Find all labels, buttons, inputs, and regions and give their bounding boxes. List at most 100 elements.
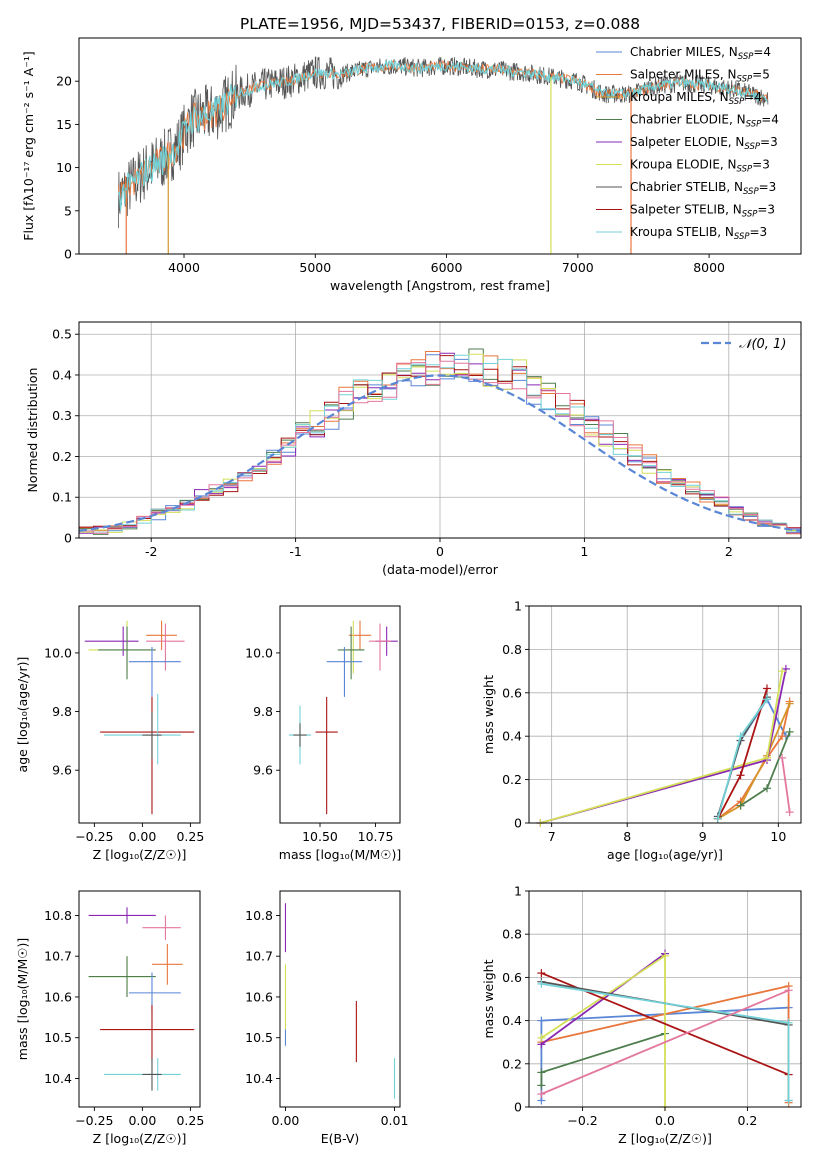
mass-weight-vs-metallicity-xtick-label: 0.0 <box>655 1113 675 1128</box>
legend-label: Kroupa ELODIE, NSSP=3 <box>630 158 770 175</box>
mass-vs-metallicity-ytick-label: 10.5 <box>44 1030 72 1045</box>
mass-vs-metallicity-ytick-label: 10.7 <box>44 949 72 964</box>
spectrum-frame <box>78 37 802 255</box>
mass-vs-ebv-ytick-label: 10.7 <box>245 949 273 964</box>
mass-vs-ebv-xlabel: E(B-V) <box>321 1131 360 1146</box>
mass-weight-vs-metallicity-ytick-label: 0 <box>514 1100 522 1115</box>
spectrum-xtick-label: 7000 <box>562 260 594 275</box>
axes-layer <box>75 37 802 1111</box>
age-vs-mass-xlabel: mass [log₁₀(M/M☉)] <box>279 847 401 862</box>
legend-label: Salpeter ELODIE, NSSP=3 <box>630 135 778 152</box>
residual-histogram-ylabel: Normed distribution <box>25 368 40 493</box>
legend-label: Chabrier MILES, NSSP=4 <box>630 45 771 62</box>
spectrum-ytick-label: 10 <box>56 160 72 175</box>
age-vs-mass-ytick-label: 9.8 <box>253 704 273 719</box>
legend-label: Chabrier ELODIE, NSSP=4 <box>630 113 779 130</box>
mass-vs-metallicity-ylabel: mass [log₁₀(M/M☉)] <box>15 938 30 1060</box>
mass-weight-vs-metallicity-line-pink <box>541 989 789 1095</box>
mass-vs-metallicity-xtick-label: −0.25 <box>75 1113 113 1128</box>
mass-weight-vs-age-ytick-label: 0.6 <box>502 685 522 700</box>
mass-weight-vs-age-xtick-label: 8 <box>623 829 631 844</box>
spectrum-xtick-label: 5000 <box>299 260 331 275</box>
mass-vs-ebv-ytick-label: 10.4 <box>245 1071 273 1086</box>
mass-weight-vs-metallicity-ytick-label: 0.8 <box>502 927 522 942</box>
spectrum-ytick-label: 5 <box>64 203 72 218</box>
mass-vs-ebv-ytick-label: 10.8 <box>245 908 273 923</box>
mass-weight-vs-age-line-pink <box>781 757 791 813</box>
age-vs-metallicity-ytick-label: 10.0 <box>44 645 72 660</box>
legend-label: Salpeter STELIB, NSSP=3 <box>630 203 775 220</box>
mass-vs-metallicity-ytick-label: 10.6 <box>44 989 72 1004</box>
mass-weight-vs-age-ytick-label: 0.2 <box>502 772 522 787</box>
age-vs-metallicity-xtick-label: −0.25 <box>75 829 113 844</box>
spectrum-xtick-label: 4000 <box>168 260 200 275</box>
age-vs-mass-ytick-label: 10.0 <box>245 645 273 660</box>
spectrum-xlabel: wavelength [Angstrom, rest frame] <box>330 278 550 293</box>
mass-weight-vs-metallicity-ylabel: mass weight <box>481 959 496 1038</box>
spectrum-ytick-label: 15 <box>56 117 72 132</box>
mass-vs-ebv-ytick-label: 10.6 <box>245 989 273 1004</box>
age-vs-metallicity-ytick-label: 9.6 <box>52 763 72 778</box>
age-vs-metallicity-xtick-label: 0.00 <box>128 829 156 844</box>
mass-weight-vs-age-ytick-label: 1 <box>514 599 522 614</box>
spectrum-ytick-label: 20 <box>56 74 72 89</box>
mass-weight-vs-metallicity-ytick-label: 0.6 <box>502 970 522 985</box>
age-vs-mass-frame <box>279 605 401 824</box>
mass-weight-vs-age-ytick-label: 0.4 <box>502 729 522 744</box>
mass-vs-metallicity-frame <box>78 890 201 1108</box>
legend-label: Chabrier STELIB, NSSP=3 <box>630 180 776 197</box>
mass-weight-vs-age-xtick-label: 10 <box>770 829 786 844</box>
spectrum-xtick-label: 6000 <box>431 260 463 275</box>
age-vs-mass-ytick-label: 9.6 <box>253 763 273 778</box>
mass-weight-vs-age-ylabel: mass weight <box>481 675 496 754</box>
legend-label: Kroupa STELIB, NSSP=3 <box>630 225 767 242</box>
residual-histogram-ytick-label: 0 <box>64 531 72 546</box>
mass-weight-vs-metallicity-ytick-label: 0.2 <box>502 1056 522 1071</box>
mass-vs-ebv-frame <box>279 890 401 1108</box>
residual-histogram-ytick-label: 0.4 <box>52 367 72 382</box>
mass-weight-vs-age-xtick-label: 9 <box>699 829 707 844</box>
mass-vs-metallicity-ytick-label: 10.4 <box>44 1071 72 1086</box>
mass-vs-metallicity-xlabel: Z [log₁₀(Z/Z☉)] <box>93 1131 187 1146</box>
normal-curve <box>78 374 802 532</box>
age-vs-metallicity-ylabel: age [log₁₀(age/yr)] <box>15 657 30 773</box>
histogram-legend-label: 𝒩(0, 1) <box>739 337 786 352</box>
age-vs-metallicity-xlabel: Z [log₁₀(Z/Z☉)] <box>93 847 187 862</box>
mass-vs-metallicity-xtick-label: 0.00 <box>128 1113 156 1128</box>
spectrum-lines <box>117 56 769 254</box>
residual-histogram-xtick-label: -1 <box>289 544 301 559</box>
mass-weight-vs-metallicity-ytick-label: 0.4 <box>502 1013 522 1028</box>
residual-histogram-xtick-label: 2 <box>725 544 733 559</box>
residual-histogram-ytick-label: 0.5 <box>52 327 72 342</box>
mass-weight-vs-age-ytick-label: 0 <box>514 816 522 831</box>
data-layer <box>78 56 802 1111</box>
mass-weight-vs-age-ytick-label: 0.8 <box>502 642 522 657</box>
mass-vs-metallicity-ytick-label: 10.8 <box>44 908 72 923</box>
mass-weight-vs-metallicity-xtick-label: −0.2 <box>567 1113 597 1128</box>
spectrum-ylabel: Flux [fλ10⁻¹⁷ erg cm⁻² s⁻¹ A⁻¹] <box>21 51 36 240</box>
residual-histogram-xtick-label: -2 <box>145 544 157 559</box>
residual-histogram-xtick-label: 0 <box>436 544 444 559</box>
residual-histogram-xtick-label: 1 <box>580 544 588 559</box>
age-vs-metallicity-ytick-label: 9.8 <box>52 704 72 719</box>
figure-title: PLATE=1956, MJD=53437, FIBERID=0153, z=0… <box>240 15 640 33</box>
mass-weight-vs-age-line-kroupa_miles <box>717 703 791 820</box>
mass-weight-vs-metallicity-xtick-label: 0.2 <box>737 1113 757 1128</box>
mass-weight-vs-age-frame <box>528 605 802 824</box>
residual-histogram-xlabel: (data-model)/error <box>382 562 499 577</box>
residual-histogram-ytick-label: 0.2 <box>52 449 72 464</box>
mass-vs-metallicity-xtick-label: 0.25 <box>176 1113 204 1128</box>
mass-vs-ebv-xtick-label: 0.01 <box>381 1113 409 1128</box>
mass-weight-vs-age-xlabel: age [log₁₀(age/yr)] <box>607 847 723 862</box>
legend-label: Salpeter MILES, NSSP=5 <box>630 68 770 85</box>
mass-weight-vs-metallicity-ytick-label: 1 <box>514 884 522 899</box>
mass-vs-ebv-xtick-label: 0.00 <box>272 1113 300 1128</box>
spectrum-observed-line <box>118 56 769 229</box>
age-vs-metallicity-frame <box>78 605 201 824</box>
spectrum-xtick-label: 8000 <box>693 260 725 275</box>
spectrum-model-line-kroupa_stelib <box>117 58 768 211</box>
age-vs-mass-xtick-label: 10.50 <box>302 829 338 844</box>
mass-weight-vs-age-xtick-label: 7 <box>548 829 556 844</box>
